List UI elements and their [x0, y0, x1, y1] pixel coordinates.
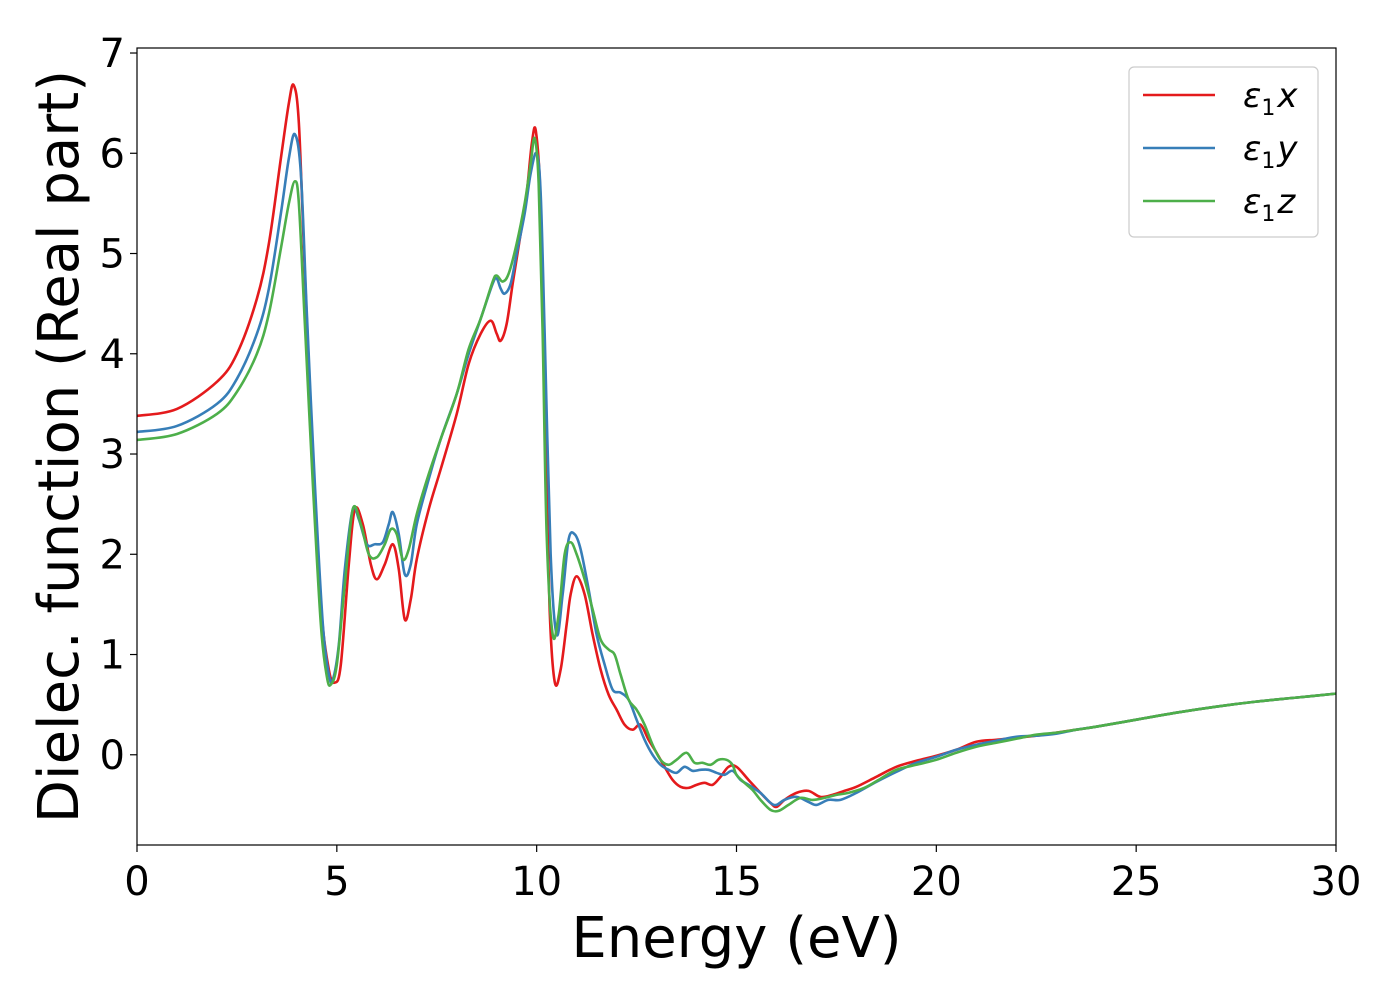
y-tick-label: 2 [100, 532, 125, 578]
y-tick-label: 1 [100, 633, 125, 679]
x-axis: 0 5 10 15 20 25 30 [124, 845, 1361, 905]
legend-suffix: x [1276, 76, 1298, 116]
legend-label-z: ε1z [1243, 182, 1296, 227]
y-tick-label: 6 [100, 131, 125, 177]
legend-label-x: ε1x [1243, 76, 1298, 121]
x-tick-label: 10 [511, 859, 562, 905]
series-line-z [137, 136, 1336, 813]
legend-suffix: z [1276, 182, 1296, 222]
x-tick-label: 15 [711, 859, 762, 905]
legend-subscript: 1 [1261, 202, 1275, 227]
y-axis-title: Dielec. function (Real part) [27, 70, 92, 823]
x-tick-label: 25 [1111, 859, 1162, 905]
x-tick-label: 20 [911, 859, 962, 905]
legend-suffix: y [1276, 129, 1298, 169]
legend-subscript: 1 [1261, 149, 1275, 174]
legend-symbol: ε [1243, 76, 1261, 116]
y-tick-label: 7 [100, 31, 125, 77]
y-tick-label: 5 [100, 232, 125, 278]
y-tick-label: 3 [100, 432, 125, 478]
y-tick-label: 0 [100, 733, 125, 779]
x-tick-label: 30 [1311, 859, 1362, 905]
x-axis-title: Energy (eV) [571, 906, 901, 971]
legend-symbol: ε [1243, 129, 1261, 169]
series-lines [137, 83, 1336, 813]
plot-area [136, 47, 1337, 846]
y-axis: 0 1 2 3 4 5 6 7 [100, 31, 137, 779]
x-tick-label: 5 [324, 859, 349, 905]
legend-label-y: ε1y [1243, 129, 1298, 174]
legend-box [1128, 66, 1319, 238]
legend-subscript: 1 [1261, 96, 1275, 121]
legend-symbol: ε [1243, 182, 1261, 222]
x-tick-label: 0 [124, 859, 149, 905]
series-line-x [137, 83, 1336, 809]
y-tick-label: 4 [100, 332, 125, 378]
